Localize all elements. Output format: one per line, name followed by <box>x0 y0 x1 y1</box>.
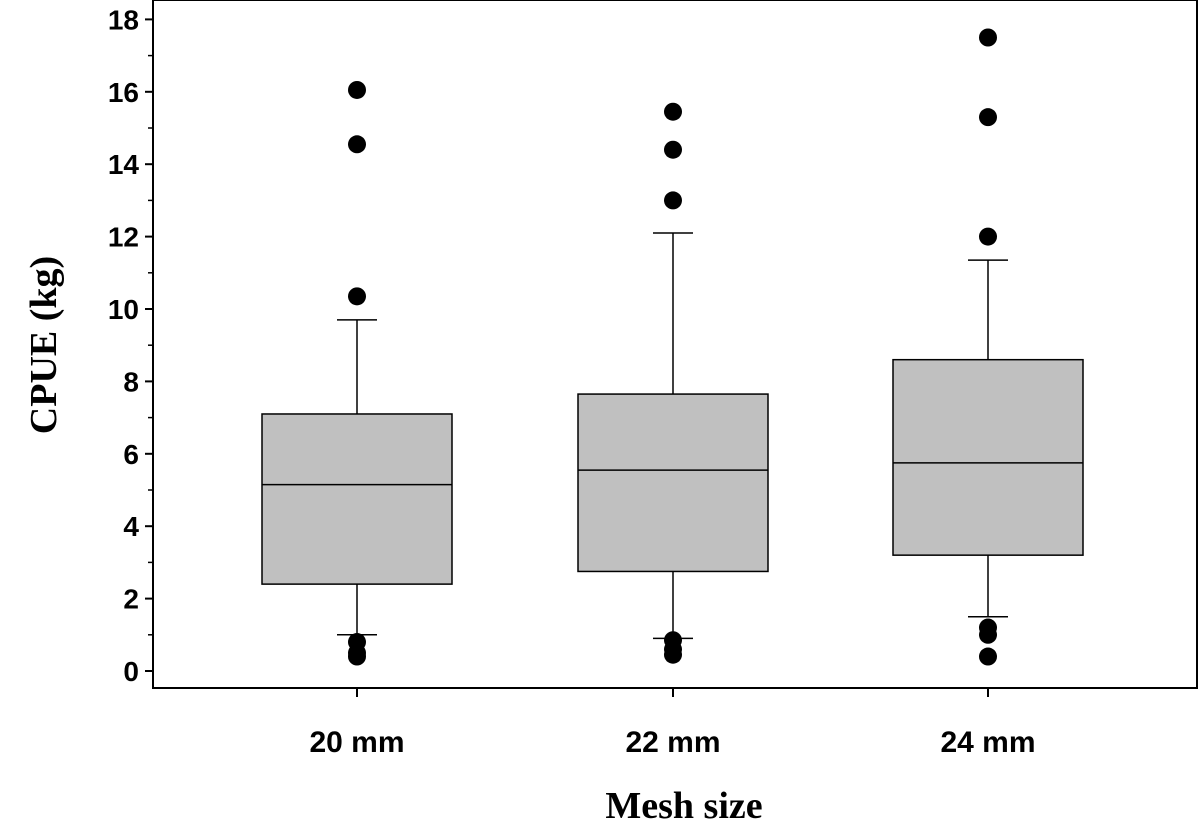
outlier-point <box>979 227 997 246</box>
iqr-box <box>261 413 453 585</box>
iqr-box <box>892 358 1084 556</box>
box-group <box>892 28 1084 666</box>
outlier-point <box>979 647 997 666</box>
y-tick-label: 8 <box>123 366 139 397</box>
x-tick-label: 20 mm <box>309 726 404 759</box>
y-tick-label: 12 <box>108 222 139 253</box>
y-tick-label: 14 <box>108 149 140 180</box>
outlier-point <box>348 287 366 306</box>
outlier-point <box>348 135 366 154</box>
outlier-point <box>664 140 682 159</box>
iqr-box <box>577 393 769 573</box>
y-tick-label: 4 <box>123 511 139 542</box>
outlier-point <box>664 102 682 121</box>
outlier-point <box>348 647 366 666</box>
y-tick-label: 16 <box>108 77 139 108</box>
outlier-point <box>979 625 997 644</box>
outlier-point <box>979 108 997 127</box>
outlier-point <box>664 645 682 664</box>
x-axis: 20 mm 22 mm 24 mm <box>309 688 1036 759</box>
outlier-point <box>348 80 366 99</box>
box-group <box>577 102 769 664</box>
y-tick-label: 0 <box>123 656 139 687</box>
outlier-point <box>664 191 682 210</box>
x-tick-label: 22 mm <box>625 726 720 759</box>
x-tick-label: 24 mm <box>940 726 1035 759</box>
y-axis: 0 2 4 6 8 10 12 14 16 18 <box>108 4 153 687</box>
y-tick-label: 10 <box>108 294 139 325</box>
box-series <box>261 28 1084 666</box>
box-group <box>261 80 453 666</box>
y-tick-label: 6 <box>123 439 139 470</box>
y-axis-title: CPUE (kg) <box>23 256 65 434</box>
x-axis-title: Mesh size <box>605 785 762 827</box>
y-tick-label: 18 <box>108 4 139 35</box>
outlier-point <box>979 28 997 47</box>
y-tick-label: 2 <box>123 584 139 615</box>
